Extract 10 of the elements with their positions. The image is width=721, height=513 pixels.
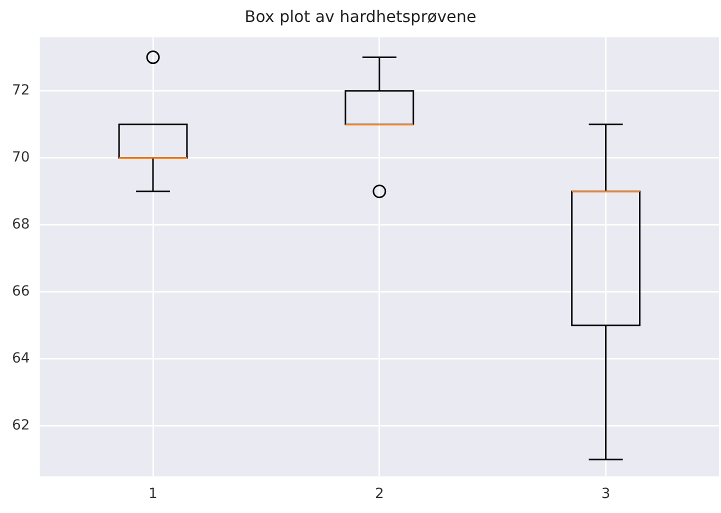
chart-title: Box plot av hardhetsprøvene <box>244 6 476 26</box>
x-tick-label: 3 <box>601 486 610 502</box>
y-tick-label: 62 <box>12 418 30 434</box>
y-tick-label: 70 <box>12 149 30 166</box>
y-tick-label: 64 <box>12 350 30 367</box>
y-tick-label: 68 <box>12 216 30 233</box>
x-tick-label: 1 <box>148 486 158 502</box>
x-tick-label: 2 <box>374 486 384 502</box>
y-tick-label: 72 <box>12 82 30 98</box>
y-tick-label: 66 <box>12 284 30 300</box>
